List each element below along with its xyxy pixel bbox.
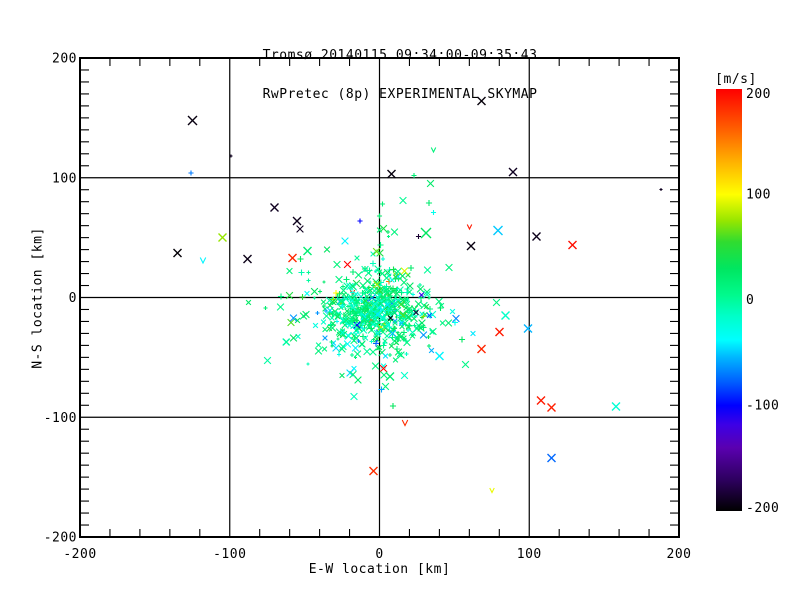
colorbar-tick-labels: 200 100 0 -100 -200 <box>746 87 779 516</box>
x-tick-labels: -200 -100 0 100 200 <box>63 547 691 562</box>
y-tick-label: -100 <box>44 411 77 426</box>
colorbar-gradient <box>716 89 742 511</box>
colorbar-unit-label: [m/s] <box>715 72 757 87</box>
colorbar-tick-label: 0 <box>746 293 754 308</box>
y-tick-label: -200 <box>44 531 77 546</box>
x-tick-label: 0 <box>375 547 383 562</box>
y-tick-labels: -200 -100 0 100 200 <box>44 52 77 546</box>
y-tick-label: 200 <box>52 52 77 67</box>
x-tick-label: -100 <box>213 547 246 562</box>
x-tick-label: 200 <box>667 547 692 562</box>
axes-box <box>79 57 680 538</box>
scatter-points <box>173 96 663 494</box>
y-tick-label: 0 <box>69 291 77 306</box>
x-tick-label: -200 <box>63 547 96 562</box>
x-tick-label: 100 <box>517 547 542 562</box>
tick-marks <box>80 58 679 537</box>
colorbar-tick-label: -100 <box>746 399 779 414</box>
colorbar-tick-label: -200 <box>746 501 779 516</box>
colorbar-tick-label: 100 <box>746 188 771 203</box>
y-tick-label: 100 <box>52 171 77 186</box>
x-axis-label: E-W location [km] <box>308 562 451 577</box>
plot-title-line2: RwPretec (8p) EXPERIMENTAL SKYMAP <box>262 87 538 102</box>
colorbar-tick-label: 200 <box>746 87 771 102</box>
